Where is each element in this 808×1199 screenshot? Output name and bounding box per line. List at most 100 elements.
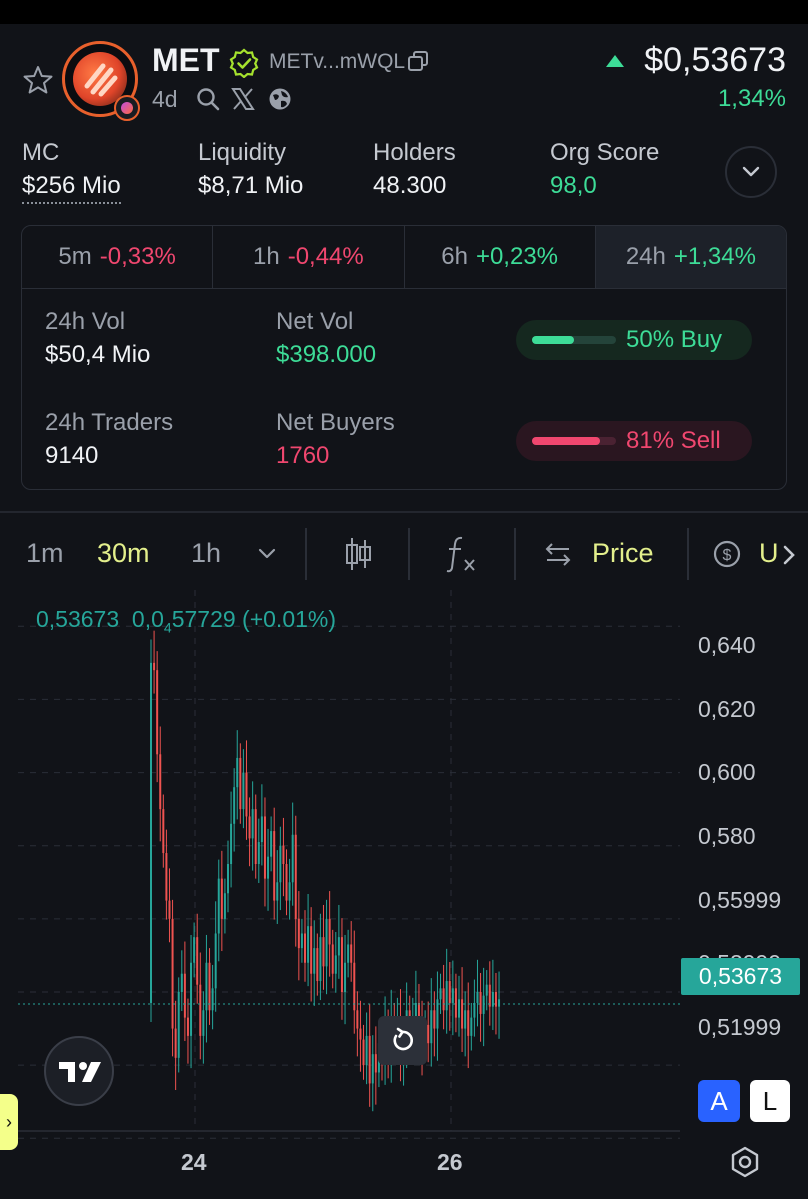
reset-chart-button[interactable] xyxy=(378,1016,427,1065)
candle-body xyxy=(159,754,162,810)
candle-body xyxy=(239,757,242,810)
chart-settings-icon[interactable] xyxy=(728,1145,762,1179)
currency-convert-icon[interactable]: $ xyxy=(711,538,743,570)
candle-body xyxy=(263,816,266,879)
candle-body xyxy=(196,937,199,985)
candle-body xyxy=(310,926,313,974)
token-price: $0,53673 xyxy=(644,41,786,79)
stat-label-org-score: Org Score xyxy=(550,139,660,166)
candle-body xyxy=(171,918,174,1029)
interval-30m[interactable]: 30m xyxy=(97,538,150,568)
stat-value-mc[interactable]: $256 Mio xyxy=(22,172,121,204)
interval-1m[interactable]: 1m xyxy=(26,538,64,568)
netvol-label: Net Vol xyxy=(276,308,354,335)
candle-body xyxy=(322,937,325,967)
candle-body xyxy=(494,992,497,1007)
candle-body xyxy=(162,809,165,854)
candle-body xyxy=(165,853,168,901)
candle-body xyxy=(282,845,285,864)
traders-label: 24h Traders xyxy=(45,409,174,436)
tab-6h[interactable]: 6h +0,23% xyxy=(405,226,596,288)
candle-body xyxy=(476,992,479,1003)
candle-body xyxy=(227,864,229,894)
chain-badge-icon xyxy=(114,95,140,121)
candlestick-type-icon[interactable] xyxy=(343,536,373,572)
price-toggle[interactable]: Price xyxy=(592,538,654,568)
candle-body xyxy=(485,984,488,996)
candle-body xyxy=(220,878,223,919)
tab-label: 1h xyxy=(253,243,280,270)
candle-body xyxy=(371,1054,374,1084)
copy-icon[interactable] xyxy=(407,50,429,72)
x-axis-label: 26 xyxy=(437,1149,463,1175)
traders-value: 9140 xyxy=(45,442,99,469)
candle-body xyxy=(205,962,208,1011)
toolbar-divider xyxy=(305,528,307,580)
token-logo xyxy=(62,41,138,117)
search-icon[interactable] xyxy=(195,86,221,112)
candle-body xyxy=(319,937,322,982)
tab-5m[interactable]: 5m -0,33% xyxy=(22,226,214,288)
candle-body xyxy=(208,962,211,1011)
candle-body xyxy=(461,999,464,1029)
candle-body xyxy=(153,662,156,671)
candle-body xyxy=(276,882,279,901)
y-axis-label: 0,600 xyxy=(698,759,756,785)
usd-toggle[interactable]: U xyxy=(759,538,779,568)
status-bar xyxy=(0,0,808,24)
ohlc-rest: 57729 (+0.01%) xyxy=(171,606,337,632)
stat-label-holders: Holders xyxy=(373,139,456,166)
chevron-down-icon[interactable] xyxy=(257,547,277,561)
candle-body xyxy=(288,882,291,901)
log-scale-button[interactable]: L xyxy=(750,1080,790,1122)
candle-body xyxy=(307,926,310,963)
globe-icon[interactable] xyxy=(267,86,293,112)
tab-change: -0,33% xyxy=(99,243,176,270)
tradingview-logo[interactable] xyxy=(44,1036,114,1106)
netbuyers-value: 1760 xyxy=(276,442,330,469)
side-panel-toggle[interactable]: › xyxy=(0,1094,18,1150)
candle-body xyxy=(267,856,270,879)
candle-body xyxy=(350,944,353,963)
candle-body xyxy=(291,834,294,883)
candle-body xyxy=(482,995,485,1014)
candle-body xyxy=(473,1002,476,1018)
ohlc-readout: 0,53673 0,0457729 (+0.01%) xyxy=(36,606,336,636)
price-chart[interactable] xyxy=(0,590,808,1199)
candle-body xyxy=(334,955,337,974)
candle-body xyxy=(183,973,186,1018)
candle-body xyxy=(448,981,451,1003)
token-age: 4d xyxy=(152,86,178,112)
candle-body xyxy=(430,1010,433,1044)
stat-value-liquidity: $8,71 Mio xyxy=(198,172,304,199)
candle-body xyxy=(242,772,245,810)
candle-body xyxy=(445,981,448,1011)
candle-body xyxy=(458,999,460,1018)
swap-icon[interactable] xyxy=(543,541,573,567)
interval-1h[interactable]: 1h xyxy=(191,538,222,568)
tab-1h[interactable]: 1h -0,44% xyxy=(213,226,405,288)
indicators-fx-icon[interactable] xyxy=(444,534,478,574)
tab-label: 5m xyxy=(58,243,92,270)
candle-body xyxy=(316,948,319,982)
candle-body xyxy=(417,1002,420,1029)
token-address[interactable]: METv...mWQL xyxy=(269,50,406,73)
candle-body xyxy=(442,988,445,1011)
candle-body xyxy=(285,864,288,901)
candle-body xyxy=(300,933,303,949)
star-icon[interactable] xyxy=(22,64,54,96)
auto-scale-button[interactable]: A xyxy=(698,1080,740,1122)
candle-body xyxy=(230,823,233,864)
candle-body xyxy=(470,1017,473,1036)
netvol-value: $398.000 xyxy=(276,341,377,368)
expand-stats-button[interactable] xyxy=(725,146,777,198)
x-twitter-icon[interactable] xyxy=(230,86,256,112)
tab-label: 6h xyxy=(441,243,468,270)
candle-body xyxy=(454,988,457,1018)
candle-body xyxy=(260,816,263,843)
tab-24h[interactable]: 24h +1,34% xyxy=(595,226,786,288)
candle-body xyxy=(217,878,220,934)
chevron-right-icon[interactable] xyxy=(780,544,798,566)
candle-body xyxy=(233,787,236,824)
candle-body xyxy=(491,992,494,1007)
